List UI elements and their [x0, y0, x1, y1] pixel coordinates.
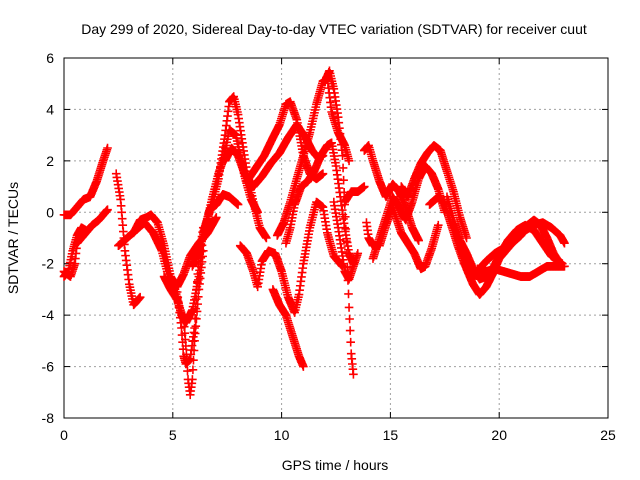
- x-tick-label: 25: [600, 427, 616, 443]
- data-point: [345, 326, 355, 335]
- data-point: [192, 285, 202, 294]
- data-point: [560, 261, 569, 271]
- data-point: [233, 200, 243, 209]
- data-point: [344, 289, 353, 299]
- x-axis-label: GPS time / hours: [282, 457, 389, 473]
- data-point: [81, 225, 91, 235]
- data-point: [193, 299, 202, 309]
- data-point: [342, 236, 351, 246]
- data-point: [299, 362, 308, 371]
- y-tick-label: 4: [46, 101, 54, 117]
- data-point: [338, 163, 348, 173]
- data-point: [338, 151, 347, 161]
- data-point: [560, 238, 569, 248]
- data-series: [359, 141, 423, 245]
- data-series: [235, 197, 347, 317]
- data-point: [190, 314, 200, 323]
- data-point: [191, 294, 201, 304]
- data-point: [344, 303, 354, 312]
- y-tick-label: 6: [46, 50, 54, 66]
- data-point: [262, 233, 271, 243]
- data-point: [178, 344, 188, 354]
- data-point: [177, 323, 186, 333]
- data-point: [433, 220, 443, 230]
- data-point: [103, 143, 112, 153]
- data-series: [198, 92, 271, 243]
- data-point: [353, 249, 363, 258]
- data-point: [339, 175, 348, 185]
- data-point: [359, 182, 369, 191]
- data-point: [318, 169, 328, 179]
- data-series: [396, 141, 471, 243]
- data-point: [349, 369, 358, 379]
- data-point: [177, 330, 187, 340]
- data-series: [329, 197, 363, 284]
- data-point: [344, 156, 354, 166]
- data-point: [103, 205, 112, 215]
- data-point: [188, 375, 197, 384]
- data-point: [345, 314, 354, 324]
- data-series: [268, 285, 308, 371]
- data-point: [192, 277, 202, 287]
- data-series: [473, 261, 569, 281]
- data-point: [462, 233, 471, 243]
- y-tick-label: 0: [46, 204, 54, 220]
- data-point: [414, 236, 423, 245]
- data-series: [320, 66, 358, 379]
- data-point: [341, 224, 351, 234]
- axis-ticks: 0 5 10 15 20 25 -8 -6 -4 -2 0 2 4 6: [42, 50, 616, 443]
- y-tick-label: -2: [42, 256, 55, 272]
- y-tick-label: -6: [42, 359, 55, 375]
- data-point: [188, 365, 198, 375]
- grid: [64, 58, 608, 418]
- y-tick-label: -4: [42, 307, 55, 323]
- chart-title: Day 299 of 2020, Sidereal Day-to-day VTE…: [81, 21, 587, 37]
- x-tick-label: 5: [169, 427, 177, 443]
- data-point: [135, 292, 145, 302]
- data-series: [449, 218, 569, 299]
- data-series: [59, 143, 112, 220]
- data-point: [190, 323, 199, 333]
- data-point: [340, 212, 350, 222]
- data-point: [193, 269, 203, 279]
- plot-frame: [63, 57, 609, 419]
- data-point: [342, 249, 352, 258]
- y-tick-label: 2: [46, 153, 54, 169]
- data-series: [281, 138, 358, 269]
- data-series: [59, 223, 91, 281]
- x-tick-label: 0: [60, 427, 68, 443]
- x-tick-label: 15: [383, 427, 399, 443]
- data-point: [212, 213, 221, 222]
- data-point: [346, 337, 355, 347]
- data-series: [340, 182, 369, 207]
- y-axis-label: SDTVAR / TECUs: [5, 182, 21, 294]
- data-point: [178, 337, 187, 347]
- data-points: [59, 66, 569, 400]
- x-tick-label: 10: [274, 427, 290, 443]
- y-tick-label: -8: [42, 410, 55, 426]
- data-point: [183, 366, 192, 376]
- x-tick-label: 20: [491, 427, 507, 443]
- data-point: [191, 304, 200, 314]
